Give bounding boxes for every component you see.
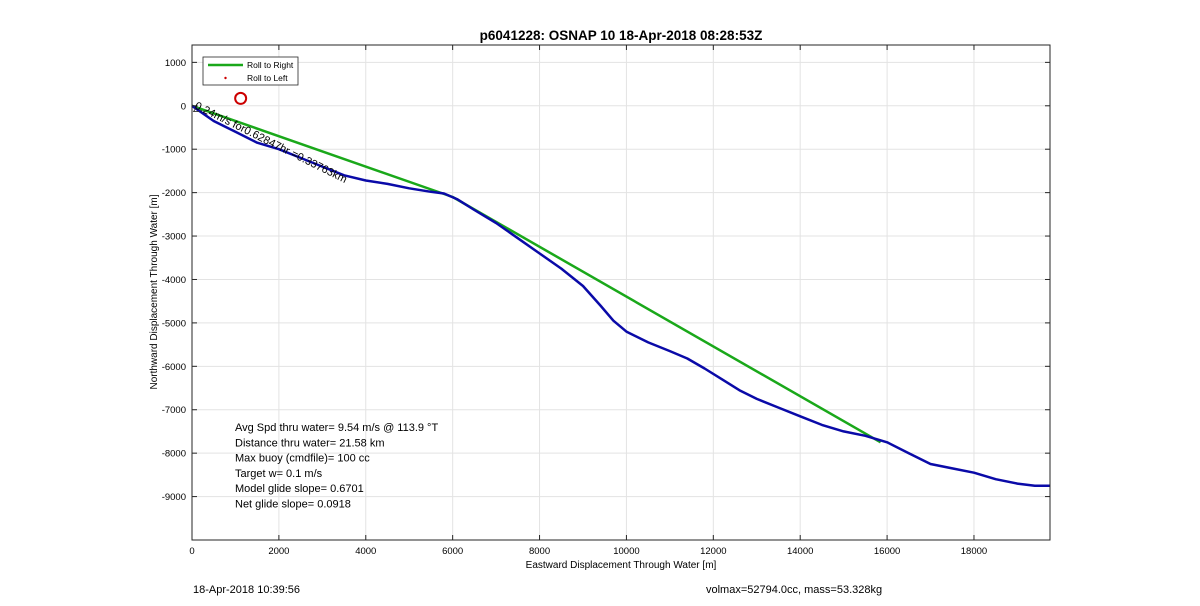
stats-annotation: Avg Spd thru water= 9.54 m/s @ 113.9 °T D…	[235, 422, 438, 511]
x-tick-label: 16000	[874, 546, 900, 557]
legend-label-roll-right: Roll to Right	[247, 60, 294, 70]
y-tick-label: -4000	[162, 275, 186, 286]
stats-line: Target w= 0.1 m/s	[235, 468, 323, 480]
plot-frame	[191, 44, 1051, 541]
rotated-distance-annotation: 0.24m/s for0.62847hr =0.33763km	[193, 100, 349, 186]
x-tick-label: 0	[189, 546, 194, 557]
stats-line: Distance thru water= 21.58 km	[235, 437, 385, 449]
stats-line: Net glide slope= 0.0918	[235, 499, 351, 511]
roll-left-marker	[234, 91, 248, 105]
x-tick-label: 18000	[961, 546, 987, 557]
stats-line: Model glide slope= 0.6701	[235, 483, 364, 495]
x-tick-label: 12000	[700, 546, 726, 557]
y-tick-label: -1000	[162, 145, 186, 156]
x-axis-label: Eastward Displacement Through Water [m]	[526, 560, 717, 571]
stats-line: Avg Spd thru water= 9.54 m/s @ 113.9 °T	[235, 422, 438, 434]
axis-ticks	[191, 45, 1050, 540]
x-tick-label: 4000	[355, 546, 376, 557]
y-tick-label: -7000	[162, 405, 186, 416]
y-tick-label: -8000	[162, 449, 186, 460]
y-tick-label: 1000	[165, 58, 186, 69]
footer-timestamp: 18-Apr-2018 10:39:56	[193, 584, 301, 596]
y-tick-label: -2000	[162, 188, 186, 199]
stats-line: Max buoy (cmdfile)= 100 cc	[235, 453, 370, 465]
glider-track	[191, 104, 1050, 487]
footer-volmax-mass: volmax=52794.0cc, mass=53.328kg	[706, 584, 883, 596]
y-tick-label: -6000	[162, 362, 186, 373]
x-tick-label: 10000	[613, 546, 639, 557]
legend-label-roll-left: Roll to Left	[247, 73, 288, 83]
legend-box	[202, 56, 299, 86]
y-tick-label: -9000	[162, 492, 186, 503]
legend: Roll to Right Roll to Left	[202, 56, 299, 86]
legend-marker-roll-left	[224, 76, 227, 80]
chart-title: p6041228: OSNAP 10 18-Apr-2018 08:28:53Z	[480, 28, 763, 43]
x-tick-label: 2000	[268, 546, 289, 557]
y-tick-label: 0	[181, 101, 186, 112]
origin-label-clutter: ∠	[192, 104, 200, 114]
x-tick-label: 14000	[787, 546, 813, 557]
y-axis-label: Northward Displacement Through Water [m]	[149, 194, 160, 389]
y-tick-label: -5000	[162, 318, 186, 329]
x-tick-label: 6000	[442, 546, 463, 557]
grid	[191, 45, 1050, 540]
x-tick-label: 8000	[529, 546, 550, 557]
y-tick-label: -3000	[162, 232, 186, 243]
